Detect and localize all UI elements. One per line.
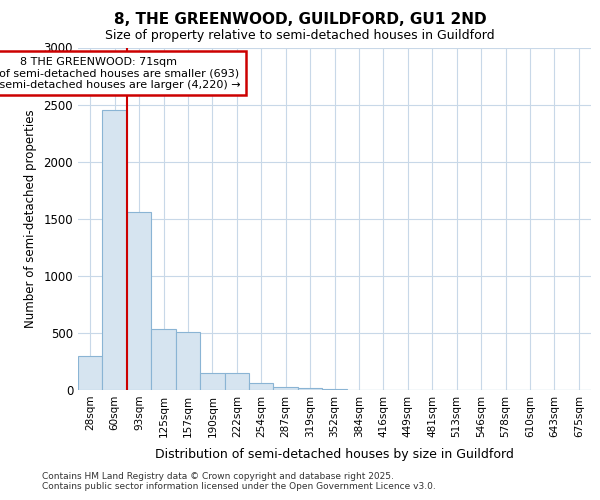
Bar (151, 330, 176, 390)
Bar (103, 110, 127, 390)
Bar (176, 332, 200, 390)
Bar (298, 388, 322, 390)
Bar (78, 356, 103, 390)
Bar (127, 212, 151, 390)
Bar (200, 373, 224, 390)
Text: 8 THE GREENWOOD: 71sqm
← 14% of semi-detached houses are smaller (693)
85% of se: 8 THE GREENWOOD: 71sqm ← 14% of semi-det… (0, 56, 241, 90)
Text: 8, THE GREENWOOD, GUILDFORD, GU1 2ND: 8, THE GREENWOOD, GUILDFORD, GU1 2ND (113, 12, 487, 26)
Bar (274, 386, 298, 390)
Text: Contains HM Land Registry data © Crown copyright and database right 2025.
Contai: Contains HM Land Registry data © Crown c… (42, 472, 436, 491)
Y-axis label: Number of semi-detached properties: Number of semi-detached properties (23, 110, 37, 328)
X-axis label: Distribution of semi-detached houses by size in Guildford: Distribution of semi-detached houses by … (155, 448, 514, 461)
Bar (249, 383, 274, 390)
Bar (224, 373, 249, 390)
Text: Size of property relative to semi-detached houses in Guildford: Size of property relative to semi-detach… (105, 29, 495, 42)
